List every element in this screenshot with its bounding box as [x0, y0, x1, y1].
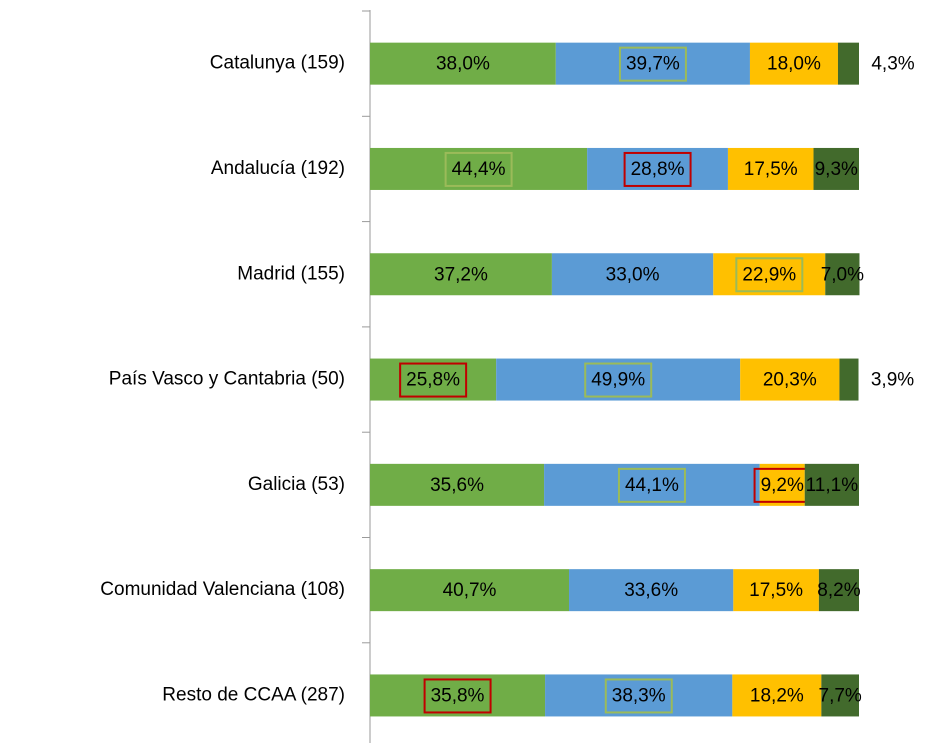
value-label: 8,2%	[817, 580, 860, 601]
bar-segment	[370, 674, 546, 717]
label-highlight	[444, 151, 513, 187]
category-label: País Vasco y Cantabria (50)	[109, 369, 345, 390]
label-highlight	[617, 467, 686, 503]
category-label: Catalunya (159)	[210, 53, 345, 74]
bar-segment	[370, 463, 545, 506]
value-label: 3,9%	[871, 370, 914, 391]
label-highlight	[604, 678, 673, 714]
label-highlight	[735, 257, 804, 293]
bar-segment	[749, 42, 838, 85]
bar-segment	[733, 569, 819, 612]
bar-segment	[804, 463, 859, 506]
value-label: 18,0%	[767, 54, 821, 75]
value-label: 9,2%	[761, 475, 804, 496]
category-label: Andalucía (192)	[211, 158, 345, 179]
value-label: 7,7%	[819, 685, 862, 706]
category-label: Galicia (53)	[248, 474, 345, 495]
bar-segment	[555, 42, 750, 85]
bar-segment	[821, 674, 859, 717]
label-highlight	[618, 46, 687, 82]
bar-segment	[370, 253, 552, 296]
value-label: 33,6%	[624, 580, 678, 601]
value-label: 38,3%	[612, 685, 666, 706]
bar-segment	[759, 463, 805, 506]
category-label: Madrid (155)	[237, 263, 345, 284]
value-label: 25,8%	[406, 370, 460, 391]
category-label: Comunidad Valenciana (108)	[100, 579, 345, 600]
label-highlight	[623, 151, 692, 187]
bar-segment	[370, 147, 588, 190]
value-label: 22,9%	[742, 264, 796, 285]
value-label: 44,1%	[625, 475, 679, 496]
bar-segment	[727, 147, 814, 190]
bar-segment	[732, 674, 822, 717]
category-label: Resto de CCAA (287)	[162, 684, 345, 705]
bar-segment	[569, 569, 734, 612]
bar-segment	[370, 358, 497, 401]
value-label: 4,3%	[871, 54, 914, 75]
bar-segment	[825, 253, 860, 296]
bar-segment	[818, 569, 859, 612]
value-label: 11,1%	[806, 475, 859, 496]
value-label: 7,0%	[821, 264, 864, 285]
bar-segment	[587, 147, 728, 190]
value-label: 17,5%	[744, 159, 798, 180]
bar-segment	[837, 42, 859, 85]
bar-segment	[370, 42, 556, 85]
value-label: 38,0%	[436, 54, 490, 75]
bar-segment	[545, 674, 733, 717]
value-label: 44,4%	[452, 159, 506, 180]
value-label: 40,7%	[443, 580, 497, 601]
bar-segment	[713, 253, 826, 296]
value-label: 35,6%	[430, 475, 484, 496]
value-label: 28,8%	[631, 159, 685, 180]
label-highlight	[584, 362, 653, 398]
bar-segment	[813, 147, 859, 190]
label-highlight	[423, 678, 492, 714]
bar-segment	[740, 358, 840, 401]
bar-segment	[551, 253, 714, 296]
value-label: 37,2%	[434, 264, 488, 285]
value-label: 49,9%	[591, 370, 645, 391]
value-label: 39,7%	[626, 54, 680, 75]
bar-segment	[496, 358, 741, 401]
value-label: 20,3%	[763, 370, 817, 391]
label-highlight	[399, 362, 468, 398]
value-label: 17,5%	[749, 580, 803, 601]
bar-segment	[544, 463, 760, 506]
value-label: 33,0%	[606, 264, 660, 285]
bar-segment	[370, 569, 570, 612]
value-label: 35,8%	[431, 685, 485, 706]
value-label: 9,3%	[815, 159, 858, 180]
bar-segment	[839, 358, 859, 401]
value-label: 18,2%	[750, 685, 804, 706]
